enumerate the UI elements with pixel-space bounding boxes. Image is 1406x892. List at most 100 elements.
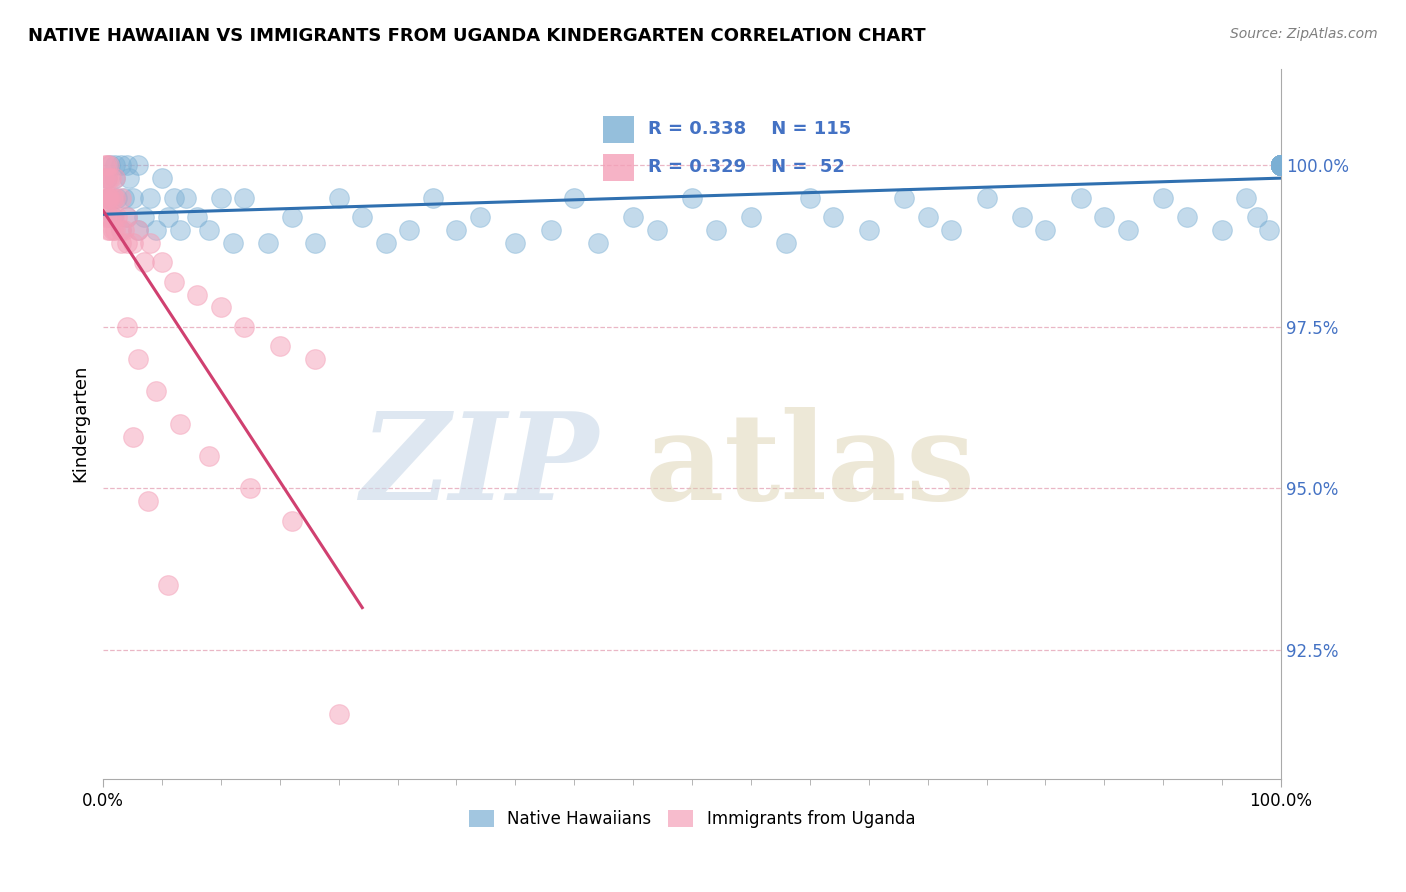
Point	[134, 210, 156, 224]
Point	[115, 210, 138, 224]
Point	[1070, 191, 1092, 205]
Point	[145, 384, 167, 399]
Point	[1270, 158, 1292, 172]
Point	[1258, 223, 1281, 237]
Point	[621, 210, 644, 224]
Point	[98, 191, 121, 205]
Point	[1270, 158, 1292, 172]
Point	[1270, 158, 1292, 172]
Point	[93, 171, 115, 186]
Point	[1270, 158, 1292, 172]
Point	[1270, 158, 1292, 172]
Point	[98, 191, 121, 205]
Point	[1270, 158, 1292, 172]
Point	[1270, 158, 1292, 172]
Point	[1270, 158, 1292, 172]
Point	[186, 287, 208, 301]
Point	[398, 223, 420, 237]
Point	[1270, 158, 1292, 172]
Point	[1270, 158, 1292, 172]
Point	[209, 191, 232, 205]
Point	[198, 449, 221, 463]
Point	[94, 210, 117, 224]
Point	[156, 210, 179, 224]
Point	[704, 223, 727, 237]
Point	[858, 223, 880, 237]
Point	[96, 158, 118, 172]
Point	[1270, 158, 1292, 172]
Point	[96, 191, 118, 205]
Point	[1270, 158, 1292, 172]
Point	[127, 158, 149, 172]
Point	[98, 191, 121, 205]
Point	[1270, 158, 1292, 172]
Point	[145, 223, 167, 237]
Point	[1270, 158, 1292, 172]
Point	[115, 210, 138, 224]
Point	[98, 158, 121, 172]
Point	[163, 191, 186, 205]
Point	[105, 191, 128, 205]
Point	[121, 191, 143, 205]
Text: NATIVE HAWAIIAN VS IMMIGRANTS FROM UGANDA KINDERGARTEN CORRELATION CHART: NATIVE HAWAIIAN VS IMMIGRANTS FROM UGAND…	[28, 27, 925, 45]
Point	[1270, 158, 1292, 172]
Point	[1270, 158, 1292, 172]
Point	[156, 578, 179, 592]
Point	[174, 191, 197, 205]
Point	[562, 191, 585, 205]
Point	[139, 191, 162, 205]
Point	[110, 158, 132, 172]
Point	[134, 255, 156, 269]
Point	[163, 275, 186, 289]
Point	[1270, 158, 1292, 172]
Point	[136, 494, 159, 508]
Point	[304, 352, 326, 367]
Point	[104, 223, 127, 237]
Point	[1270, 158, 1292, 172]
Point	[115, 158, 138, 172]
Point	[1270, 158, 1292, 172]
Point	[112, 223, 135, 237]
Point	[233, 191, 256, 205]
Point	[1270, 158, 1292, 172]
Point	[94, 158, 117, 172]
Point	[186, 210, 208, 224]
Point	[139, 235, 162, 250]
Point	[110, 191, 132, 205]
Point	[1270, 158, 1292, 172]
Point	[101, 191, 124, 205]
Point	[328, 191, 350, 205]
Point	[1270, 158, 1292, 172]
Point	[96, 171, 118, 186]
Point	[1270, 158, 1292, 172]
Point	[540, 223, 562, 237]
Point	[823, 210, 845, 224]
Point	[1246, 210, 1268, 224]
Point	[127, 223, 149, 237]
Point	[1270, 158, 1292, 172]
Point	[104, 158, 127, 172]
Point	[1270, 158, 1292, 172]
Point	[352, 210, 374, 224]
Point	[221, 235, 243, 250]
Y-axis label: Kindergarten: Kindergarten	[72, 365, 89, 483]
Point	[101, 210, 124, 224]
Point	[98, 210, 121, 224]
Point	[1270, 158, 1292, 172]
Point	[1092, 210, 1115, 224]
Point	[104, 171, 127, 186]
Point	[98, 171, 121, 186]
Point	[115, 319, 138, 334]
Point	[150, 171, 173, 186]
Point	[97, 191, 120, 205]
Point	[1270, 158, 1292, 172]
Point	[1270, 158, 1292, 172]
Point	[110, 223, 132, 237]
Point	[1270, 158, 1292, 172]
Point	[1116, 223, 1139, 237]
Point	[893, 191, 915, 205]
Point	[1270, 158, 1292, 172]
Point	[239, 481, 262, 495]
Point	[110, 235, 132, 250]
Point	[917, 210, 939, 224]
